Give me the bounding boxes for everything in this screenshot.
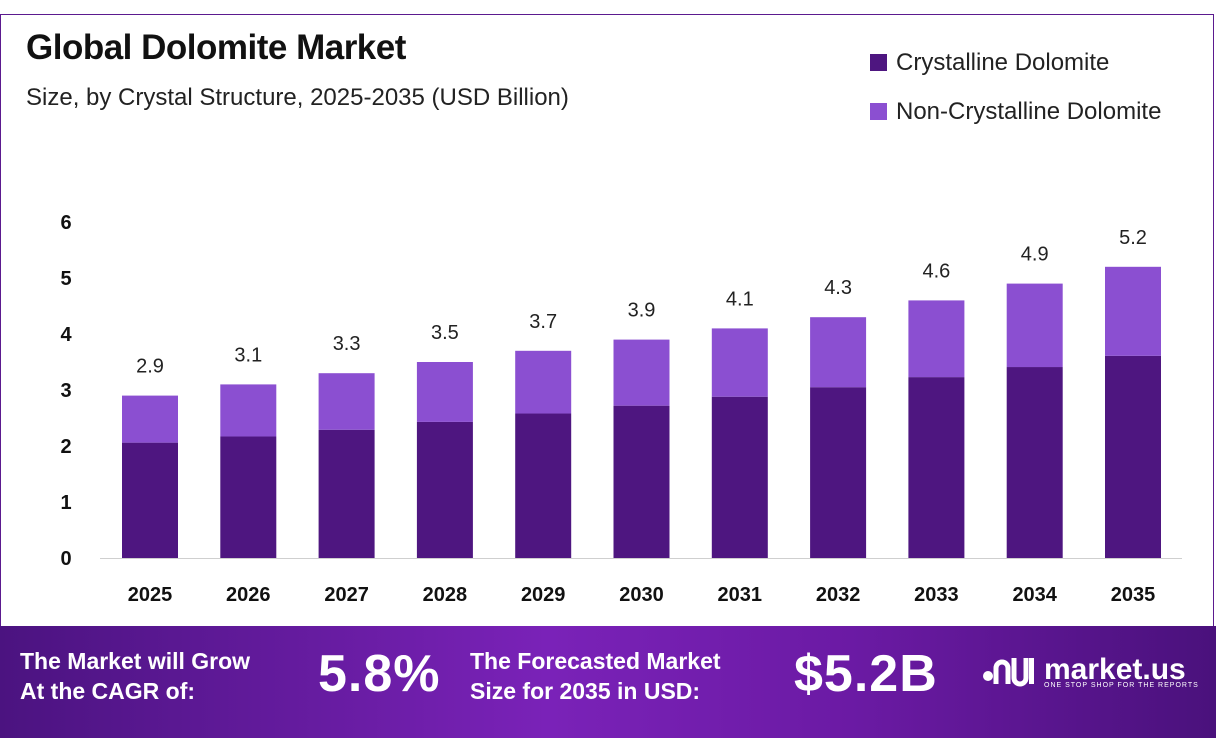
cagr-caption-line1: The Market will Grow — [20, 648, 251, 674]
x-tick-label: 2032 — [816, 584, 861, 606]
brand-tagline: ONE STOP SHOP FOR THE REPORTS — [1044, 682, 1199, 689]
data-label-total: 3.3 — [333, 333, 361, 355]
chart-title: Global Dolomite Market — [26, 28, 406, 67]
bar-crystalline — [1105, 355, 1161, 558]
bar-non-crystalline — [122, 395, 178, 443]
bar-non-crystalline — [711, 328, 768, 397]
bar-non-crystalline — [318, 373, 375, 430]
bar-crystalline — [711, 396, 768, 558]
x-tick-label: 2027 — [324, 584, 369, 606]
bar-non-crystalline — [908, 300, 965, 378]
bar-crystalline — [318, 429, 375, 558]
forecast-value: $5.2B — [794, 645, 938, 703]
y-tick-label: 1 — [60, 492, 71, 514]
legend-item-crystalline: Crystalline Dolomite — [870, 38, 1161, 87]
y-tick-label: 3 — [60, 380, 71, 402]
chart-subtitle: Size, by Crystal Structure, 2025-2035 (U… — [26, 84, 569, 111]
forecast-caption-line1: The Forecasted Market — [470, 648, 721, 674]
bar-non-crystalline — [1105, 266, 1161, 356]
cagr-caption-line2: At the CAGR of: — [20, 678, 196, 704]
data-label-total: 3.9 — [628, 300, 656, 322]
bar-crystalline — [122, 442, 178, 558]
bar-non-crystalline — [416, 362, 473, 422]
bar-non-crystalline — [220, 384, 277, 437]
y-tick-label: 5 — [60, 268, 71, 290]
bar-crystalline — [220, 436, 277, 558]
bar-non-crystalline — [1006, 283, 1063, 368]
legend-swatch-crystalline — [870, 54, 887, 71]
summary-banner: The Market will Grow At the CAGR of: 5.8… — [0, 626, 1216, 738]
y-tick-label: 0 — [60, 548, 71, 570]
brand-name: market.us — [1044, 653, 1186, 686]
x-tick-label: 2026 — [226, 584, 271, 606]
data-label-total: 4.3 — [824, 277, 852, 299]
x-tick-label: 2033 — [914, 584, 959, 606]
data-label-total: 3.1 — [234, 344, 262, 366]
bar-crystalline — [908, 377, 965, 558]
market-us-logo-icon — [983, 658, 1034, 687]
y-tick-label: 6 — [60, 212, 71, 234]
bar-crystalline — [810, 387, 867, 558]
cagr-caption: The Market will Grow At the CAGR of: — [20, 646, 250, 706]
x-tick-label: 2028 — [423, 584, 468, 606]
cagr-value: 5.8% — [318, 645, 441, 703]
bar-non-crystalline — [613, 339, 670, 406]
bar-crystalline — [1006, 367, 1063, 558]
legend-label-crystalline: Crystalline Dolomite — [896, 48, 1110, 76]
data-label-total: 2.9 — [136, 356, 164, 378]
bar-crystalline — [515, 413, 572, 558]
y-tick-label: 2 — [60, 436, 71, 458]
brand-logo: market.us — [982, 652, 1186, 688]
bar-non-crystalline — [810, 317, 867, 388]
x-tick-label: 2029 — [521, 584, 566, 606]
x-tick-label: 2031 — [718, 584, 763, 606]
data-label-total: 5.2 — [1119, 227, 1147, 249]
forecast-caption-line2: Size for 2035 in USD: — [470, 678, 701, 704]
x-tick-label: 2035 — [1111, 584, 1156, 606]
data-label-total: 3.7 — [529, 311, 557, 333]
bar-chart: 0 1 2 3 4 5 6 2.9 2025 3.1 2026 3.3 2027 3.5 2028 3.7 20… — [60, 212, 1182, 606]
legend-swatch-non-crystalline — [870, 103, 887, 120]
x-tick-label: 2030 — [619, 584, 664, 606]
x-tick-label: 2034 — [1012, 584, 1057, 606]
bar-non-crystalline — [515, 350, 572, 414]
legend: Crystalline Dolomite Non-Crystalline Dol… — [870, 38, 1161, 136]
x-tick-label: 2025 — [128, 584, 173, 606]
legend-label-non-crystalline: Non-Crystalline Dolomite — [896, 97, 1162, 125]
forecast-caption: The Forecasted Market Size for 2035 in U… — [470, 646, 721, 706]
data-label-total: 4.1 — [726, 288, 754, 310]
data-label-total: 3.5 — [431, 322, 459, 344]
data-label-total: 4.9 — [1021, 244, 1049, 266]
legend-item-non-crystalline: Non-Crystalline Dolomite — [870, 87, 1161, 136]
data-label-total: 4.6 — [922, 260, 950, 282]
bar-crystalline — [416, 421, 473, 558]
bar-crystalline — [613, 405, 670, 558]
y-tick-label: 4 — [60, 324, 72, 346]
